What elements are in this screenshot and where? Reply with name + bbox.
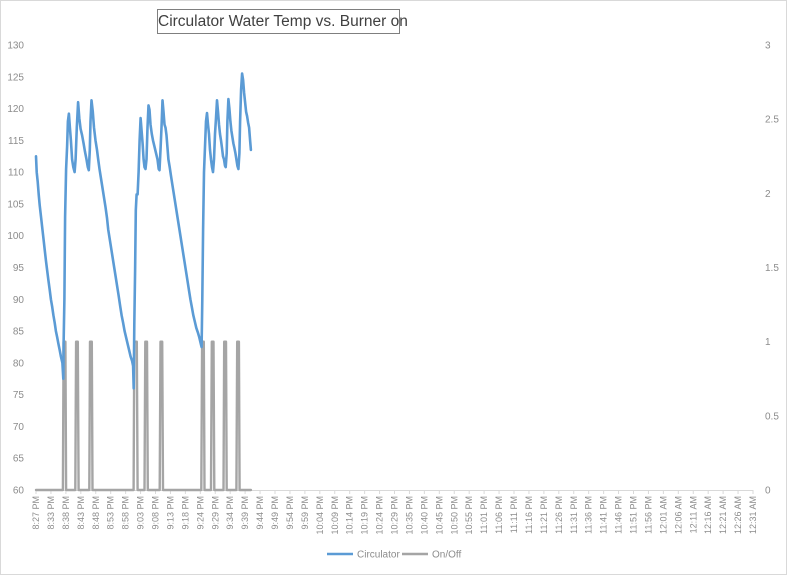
x-tick-label: 10:24 PM <box>375 496 385 535</box>
x-tick-label: 9:44 PM <box>255 496 265 530</box>
x-tick-label: 10:45 PM <box>434 496 444 535</box>
y-right-tick-label: 0.5 <box>765 411 779 422</box>
x-tick-label: 9:29 PM <box>210 496 220 530</box>
x-tick-label: 11:36 PM <box>584 496 594 534</box>
x-tick-label: 8:33 PM <box>46 496 56 530</box>
y-left-tick-label: 70 <box>13 422 25 433</box>
x-tick-label: 10:09 PM <box>330 496 340 535</box>
x-tick-label: 12:06 AM <box>673 496 683 534</box>
x-tick-label: 11:16 PM <box>524 496 534 534</box>
x-tick-label: 10:40 PM <box>419 496 429 535</box>
y-left-tick-label: 105 <box>7 199 24 210</box>
x-tick-label: 9:24 PM <box>195 496 205 530</box>
x-tick-label: 10:55 PM <box>464 496 474 535</box>
y-right-tick-label: 3 <box>765 41 771 52</box>
x-tick-label: 9:59 PM <box>300 496 310 530</box>
x-tick-label: 8:58 PM <box>121 496 131 530</box>
y-right-tick-label: 2 <box>765 189 771 200</box>
y-left-tick-label: 125 <box>7 72 24 83</box>
x-tick-label: 12:21 AM <box>718 496 728 534</box>
y-left-tick-label: 65 <box>13 454 25 465</box>
x-tick-label: 9:08 PM <box>151 496 161 530</box>
legend-label-circulator: Circulator <box>357 550 400 561</box>
x-tick-label: 11:51 PM <box>629 496 639 534</box>
y-right-tick-label: 0 <box>765 486 771 497</box>
y-left-tick-label: 85 <box>13 327 25 338</box>
x-tick-label: 9:54 PM <box>285 496 295 530</box>
y-left-tick-label: 95 <box>13 263 25 274</box>
y-right-tick-label: 1 <box>765 337 771 348</box>
x-tick-label: 9:03 PM <box>136 496 146 530</box>
x-tick-label: 11:11 PM <box>509 496 519 533</box>
y-left-tick-label: 115 <box>8 136 24 147</box>
x-tick-label: 10:35 PM <box>404 496 414 535</box>
y-left-tick-label: 90 <box>13 295 25 306</box>
x-tick-label: 10:50 PM <box>449 496 459 535</box>
y-right-tick-label: 2.5 <box>765 115 779 126</box>
x-tick-label: 11:26 PM <box>554 496 564 534</box>
legend-label-on-off: On/Off <box>432 550 461 561</box>
chart-title: Circulator Water Temp vs. Burner on <box>157 9 408 34</box>
x-tick-label: 9:39 PM <box>240 496 250 530</box>
x-tick-label: 9:13 PM <box>165 496 175 530</box>
x-tick-label: 11:46 PM <box>614 496 624 534</box>
x-tick-label: 10:19 PM <box>360 496 370 535</box>
x-tick-label: 11:56 PM <box>643 496 653 534</box>
x-tick-label: 12:26 AM <box>733 496 743 534</box>
x-tick-label: 12:16 AM <box>703 496 713 534</box>
y-left-tick-label: 110 <box>8 168 24 179</box>
x-tick-label: 10:29 PM <box>390 496 400 535</box>
x-tick-label: 8:48 PM <box>91 496 101 530</box>
x-tick-label: 10:14 PM <box>345 496 355 535</box>
y-left-tick-label: 100 <box>7 231 24 242</box>
x-tick-label: 11:06 PM <box>494 496 504 534</box>
y-left-tick-label: 130 <box>7 41 24 52</box>
x-tick-label: 12:01 AM <box>658 496 668 534</box>
series-line-circulator <box>34 72 253 390</box>
series-line-on-off <box>34 340 253 492</box>
y-left-tick-label: 60 <box>13 486 25 497</box>
x-tick-label: 12:11 AM <box>688 496 698 533</box>
x-tick-label: 11:31 PM <box>569 496 579 534</box>
x-tick-label: 9:49 PM <box>270 496 280 530</box>
x-tick-label: 8:43 PM <box>76 496 86 530</box>
x-tick-label: 11:41 PM <box>599 496 609 534</box>
x-tick-label: 11:01 PM <box>479 496 489 534</box>
x-tick-label: 8:53 PM <box>106 496 116 530</box>
y-right-tick-label: 1.5 <box>765 263 779 274</box>
y-left-tick-label: 80 <box>13 358 25 369</box>
x-tick-label: 9:18 PM <box>180 496 190 530</box>
y-left-tick-label: 120 <box>7 104 24 115</box>
x-tick-label: 10:04 PM <box>315 496 325 535</box>
x-tick-label: 9:34 PM <box>225 496 235 530</box>
y-left-tick-label: 75 <box>13 390 25 401</box>
x-tick-label: 11:21 PM <box>539 496 549 534</box>
x-tick-label: 8:27 PM <box>31 496 41 530</box>
x-tick-label: 12:31 AM <box>748 496 758 534</box>
x-tick-label: 8:38 PM <box>61 496 71 530</box>
